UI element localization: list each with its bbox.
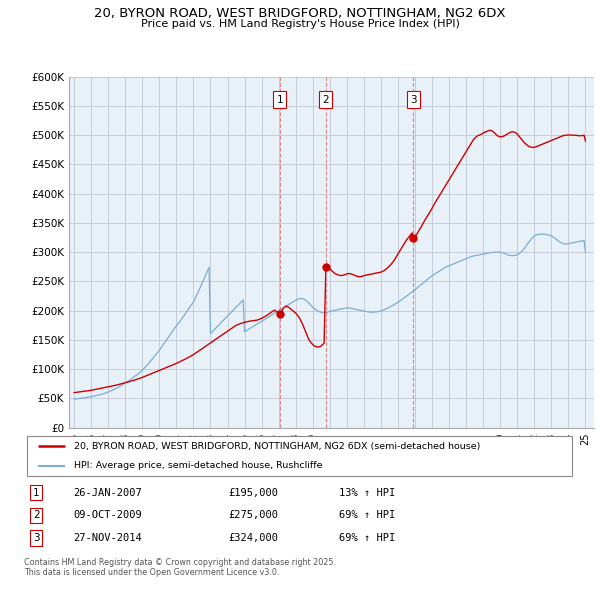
Text: 26-JAN-2007: 26-JAN-2007: [74, 488, 142, 498]
Text: £324,000: £324,000: [228, 533, 278, 543]
Text: Contains HM Land Registry data © Crown copyright and database right 2025.: Contains HM Land Registry data © Crown c…: [24, 558, 336, 566]
Text: Price paid vs. HM Land Registry's House Price Index (HPI): Price paid vs. HM Land Registry's House …: [140, 19, 460, 30]
Text: This data is licensed under the Open Government Licence v3.0.: This data is licensed under the Open Gov…: [24, 568, 280, 576]
Text: £195,000: £195,000: [228, 488, 278, 498]
Text: 3: 3: [410, 94, 417, 104]
FancyBboxPatch shape: [27, 436, 572, 476]
Text: 2: 2: [323, 94, 329, 104]
Text: 1: 1: [33, 488, 40, 498]
Text: HPI: Average price, semi-detached house, Rushcliffe: HPI: Average price, semi-detached house,…: [74, 461, 322, 470]
Text: 13% ↑ HPI: 13% ↑ HPI: [338, 488, 395, 498]
Text: 27-NOV-2014: 27-NOV-2014: [74, 533, 142, 543]
Text: 20, BYRON ROAD, WEST BRIDGFORD, NOTTINGHAM, NG2 6DX: 20, BYRON ROAD, WEST BRIDGFORD, NOTTINGH…: [94, 7, 506, 20]
Text: 3: 3: [33, 533, 40, 543]
Text: 69% ↑ HPI: 69% ↑ HPI: [338, 510, 395, 520]
Text: 1: 1: [277, 94, 283, 104]
Text: 09-OCT-2009: 09-OCT-2009: [74, 510, 142, 520]
Text: 20, BYRON ROAD, WEST BRIDGFORD, NOTTINGHAM, NG2 6DX (semi-detached house): 20, BYRON ROAD, WEST BRIDGFORD, NOTTINGH…: [74, 441, 480, 451]
Text: 69% ↑ HPI: 69% ↑ HPI: [338, 533, 395, 543]
Text: £275,000: £275,000: [228, 510, 278, 520]
Text: 2: 2: [33, 510, 40, 520]
